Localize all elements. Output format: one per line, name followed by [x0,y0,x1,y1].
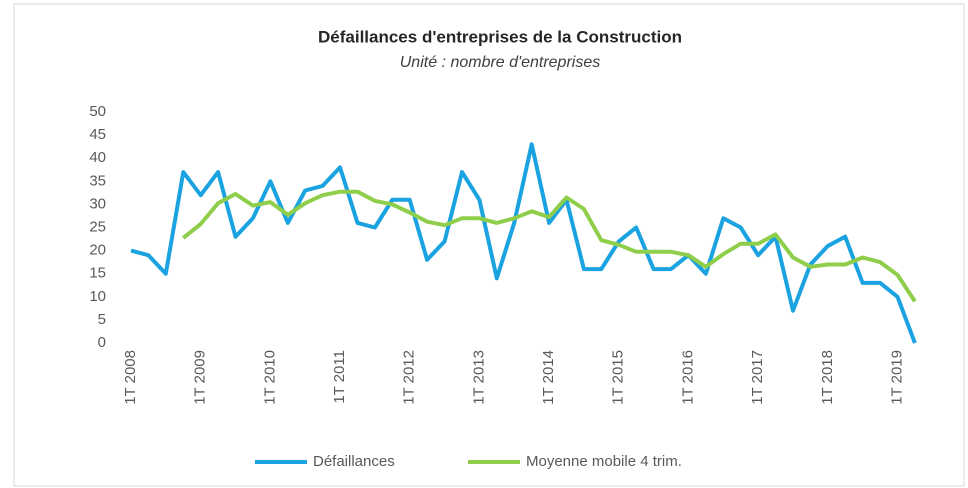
y-tick-label: 0 [98,334,106,351]
chart-title: Défaillances d'entreprises de la Constru… [318,27,682,46]
x-tick-label: 1T 2010 [261,350,278,405]
x-tick-label: 1T 2009 [192,350,209,405]
x-tick-label: 1T 2017 [749,350,766,405]
y-tick-label: 50 [89,103,106,120]
y-tick-label: 35 [89,172,106,189]
y-tick-label: 5 [98,311,106,328]
x-tick-label: 1T 2011 [331,350,348,404]
x-tick-label: 1T 2014 [540,350,557,405]
y-tick-label: 45 [89,126,106,143]
series-line [130,142,917,344]
series-line [182,189,917,303]
x-tick-label: 1T 2008 [122,350,139,405]
legend-label: Défaillances [313,453,395,470]
legend-label: Moyenne mobile 4 trim. [526,453,682,470]
chart-subtitle: Unité : nombre d'entreprises [400,54,600,71]
x-tick-label: 1T 2019 [888,350,905,405]
y-tick-label: 30 [89,195,106,212]
y-tick-label: 15 [89,265,106,282]
x-tick-label: 1T 2015 [610,350,627,405]
x-tick-label: 1T 2016 [679,350,696,405]
y-tick-label: 40 [89,149,106,166]
x-tick-label: 1T 2018 [819,350,836,405]
y-tick-label: 25 [89,218,106,235]
x-tick-label: 1T 2012 [401,350,418,405]
y-tick-label: 20 [89,242,106,259]
x-tick-label: 1T 2013 [470,350,487,405]
y-tick-label: 10 [89,288,106,305]
